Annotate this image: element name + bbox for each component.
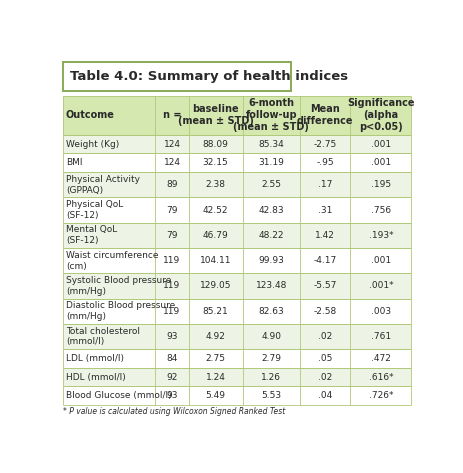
Bar [63,368,411,386]
Text: -5.57: -5.57 [313,281,337,290]
FancyBboxPatch shape [63,62,291,91]
Text: LDL (mmol/l): LDL (mmol/l) [66,354,124,363]
Text: Weight (Kg): Weight (Kg) [66,140,119,149]
Text: .02: .02 [318,373,332,382]
Text: 79: 79 [166,205,178,215]
Bar [63,298,411,324]
Text: .756: .756 [371,205,391,215]
Text: 31.19: 31.19 [258,158,284,167]
Text: Physical QoL
(SF-12): Physical QoL (SF-12) [66,200,123,220]
Text: 89: 89 [166,180,178,189]
Text: 2.75: 2.75 [206,354,225,363]
Text: -.95: -.95 [316,158,334,167]
Text: .616*: .616* [369,373,393,382]
Text: 93: 93 [166,332,178,341]
Text: 124: 124 [163,140,181,149]
Text: .195: .195 [371,180,391,189]
Text: 84: 84 [166,354,178,363]
Text: 129.05: 129.05 [200,281,232,290]
Text: 4.92: 4.92 [206,332,225,341]
Text: Physical Activity
(GPPAQ): Physical Activity (GPPAQ) [66,175,140,194]
Text: .001: .001 [371,256,391,265]
Bar [63,386,411,405]
Text: 42.52: 42.52 [203,205,228,215]
Text: Systolic Blood pressure
(mm/Hg): Systolic Blood pressure (mm/Hg) [66,276,171,296]
Text: Table 4.0: Summary of health indices: Table 4.0: Summary of health indices [70,70,348,83]
Text: -2.75: -2.75 [313,140,337,149]
Text: .17: .17 [318,180,332,189]
Bar [63,324,411,349]
Text: .001*: .001* [369,281,393,290]
Text: HDL (mmol/l): HDL (mmol/l) [66,373,125,382]
Text: .001: .001 [371,140,391,149]
Text: Total cholesterol
(mmol/l): Total cholesterol (mmol/l) [66,327,140,346]
Text: 124: 124 [163,158,181,167]
Text: .761: .761 [371,332,391,341]
Text: 46.79: 46.79 [203,231,228,240]
Text: n =: n = [163,110,181,120]
Text: baseline
(mean ± STD): baseline (mean ± STD) [178,104,253,126]
Text: 2.79: 2.79 [261,354,281,363]
Text: 6-month
follow-up
(mean ± STD): 6-month follow-up (mean ± STD) [233,98,309,132]
Text: 99.93: 99.93 [258,256,284,265]
Text: 119: 119 [163,307,181,316]
Bar [63,172,411,197]
Text: 92: 92 [166,373,178,382]
Text: 42.83: 42.83 [258,205,284,215]
Text: * P value is calculated using Wilcoxon Signed Ranked Test: * P value is calculated using Wilcoxon S… [63,406,286,416]
Bar [63,197,411,223]
Bar [63,135,411,153]
Text: 82.63: 82.63 [258,307,284,316]
Text: 88.09: 88.09 [203,140,228,149]
Text: Waist circumference
(cm): Waist circumference (cm) [66,251,158,271]
Text: Blood Glucose (mmol/l): Blood Glucose (mmol/l) [66,391,171,400]
Text: 85.21: 85.21 [203,307,228,316]
Text: .003: .003 [371,307,391,316]
Text: .726*: .726* [369,391,393,400]
Text: BMI: BMI [66,158,82,167]
Text: Diastolic Blood pressure
(mm/Hg): Diastolic Blood pressure (mm/Hg) [66,301,175,321]
Text: -4.17: -4.17 [313,256,337,265]
Text: 85.34: 85.34 [258,140,284,149]
Text: 5.53: 5.53 [261,391,282,400]
Text: .31: .31 [318,205,332,215]
Bar [63,349,411,368]
Text: 123.48: 123.48 [256,281,287,290]
Text: .05: .05 [318,354,332,363]
Text: -2.58: -2.58 [313,307,337,316]
Text: Mean
difference: Mean difference [297,104,353,126]
Text: 1.24: 1.24 [206,373,225,382]
Text: 5.49: 5.49 [206,391,225,400]
Text: 104.11: 104.11 [200,256,232,265]
Text: Mental QoL
(SF-12): Mental QoL (SF-12) [66,226,117,245]
Text: 1.42: 1.42 [315,231,335,240]
Text: 1.26: 1.26 [261,373,281,382]
Text: .02: .02 [318,332,332,341]
Bar [63,153,411,172]
Text: .04: .04 [318,391,332,400]
Bar [63,223,411,248]
Bar [63,248,411,273]
Text: 48.22: 48.22 [258,231,284,240]
Text: Significance
(alpha
p<0.05): Significance (alpha p<0.05) [347,98,414,132]
Text: 93: 93 [166,391,178,400]
Text: Outcome: Outcome [66,110,115,120]
Text: 2.55: 2.55 [261,180,281,189]
Bar [63,273,411,298]
Text: .001: .001 [371,158,391,167]
Text: 32.15: 32.15 [203,158,228,167]
Text: 4.90: 4.90 [261,332,281,341]
Text: .193*: .193* [369,231,393,240]
Text: 79: 79 [166,231,178,240]
Text: .472: .472 [371,354,391,363]
Text: 2.38: 2.38 [206,180,225,189]
Text: 119: 119 [163,256,181,265]
Text: 119: 119 [163,281,181,290]
